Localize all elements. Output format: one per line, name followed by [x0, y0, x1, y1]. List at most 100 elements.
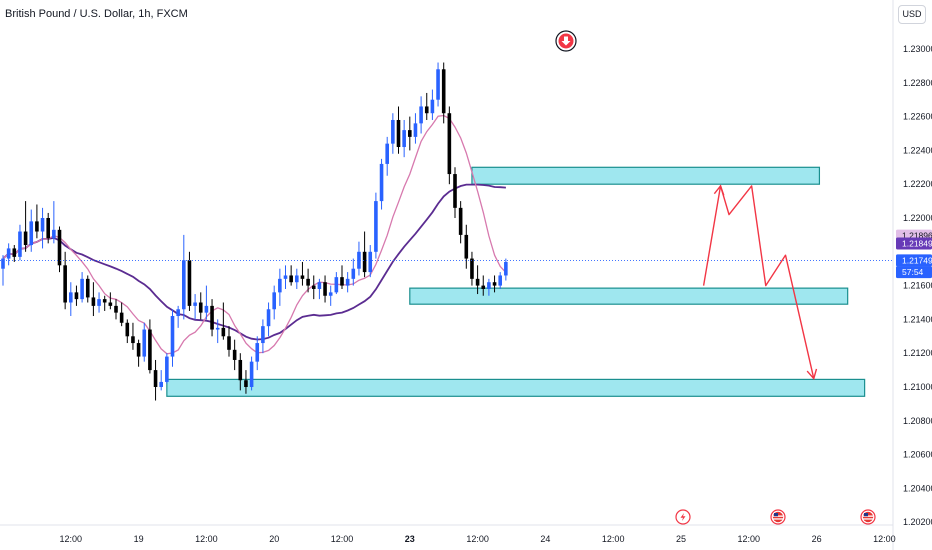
- candle: [69, 282, 73, 317]
- candle-body: [470, 258, 474, 279]
- price-tick-label: 1.22000: [903, 213, 932, 223]
- candle: [413, 113, 418, 144]
- candle: [334, 272, 339, 295]
- candle-body: [142, 329, 147, 357]
- candle: [351, 258, 356, 286]
- candle-body: [385, 143, 389, 164]
- candle-body: [492, 282, 497, 286]
- candle-body: [18, 231, 22, 257]
- candle: [97, 292, 101, 313]
- candle: [306, 268, 310, 293]
- candle: [210, 299, 214, 337]
- candle-body: [6, 248, 11, 259]
- candle: [159, 370, 163, 391]
- candle: [498, 272, 502, 289]
- price-tick-label: 1.20600: [903, 450, 932, 460]
- projection-layer: [702, 184, 818, 380]
- candle-body: [23, 231, 28, 246]
- candle: [238, 353, 243, 391]
- middle-support-zone: [409, 287, 849, 305]
- candle-body: [221, 327, 226, 337]
- candle: [266, 302, 271, 337]
- flash-event-icon[interactable]: [675, 509, 691, 525]
- price-axis[interactable]: 1.23000 1.22800 1.22600 1.22400 1.22200 1.220…: [903, 44, 932, 527]
- time-tick-label: 23: [405, 534, 415, 544]
- candle: [193, 294, 197, 320]
- time-axis[interactable]: 12:00 19 12:00 20 12:00 23 12:00 24 12:00 25 12:00…: [60, 534, 896, 544]
- candle: [80, 272, 84, 303]
- candle: [29, 209, 34, 252]
- candle-body: [255, 343, 260, 362]
- price-tick-label: 1.21600: [903, 281, 932, 291]
- currency-selector[interactable]: USD: [898, 5, 926, 24]
- candle: [362, 231, 367, 278]
- candle-body: [436, 69, 440, 100]
- us-flag-event-icon[interactable]: [770, 509, 786, 525]
- candle: [18, 224, 22, 261]
- price-tick-label: 1.23000: [903, 44, 932, 54]
- candle-body: [136, 343, 141, 357]
- candle-body: [187, 260, 192, 306]
- sell-signal-icon[interactable]: [555, 30, 577, 52]
- candle-body: [300, 275, 305, 279]
- candle-body: [295, 275, 299, 283]
- candle: [23, 201, 28, 252]
- candle-body: [131, 336, 135, 344]
- candle: [492, 275, 497, 293]
- candle: [227, 326, 231, 357]
- candle: [278, 268, 282, 306]
- candle: [40, 207, 45, 249]
- candle: [85, 275, 90, 303]
- candle-body: [102, 299, 107, 303]
- candle-body: [227, 336, 231, 350]
- candle-body: [323, 282, 327, 296]
- candle-body: [441, 69, 446, 114]
- time-tick-label: 26: [812, 534, 822, 544]
- price-tick-label: 1.20400: [903, 483, 932, 493]
- candle: [447, 106, 452, 185]
- candle-body: [481, 285, 486, 289]
- time-tick-label: 12:00: [466, 534, 489, 544]
- candle: [232, 339, 237, 371]
- price-tag-label: 57:54: [902, 267, 924, 277]
- candle: [391, 113, 395, 154]
- candle-body: [12, 248, 17, 257]
- candle: [153, 359, 158, 401]
- time-tick-label: 12:00: [738, 534, 761, 544]
- us-flag-event-icon[interactable]: [860, 509, 876, 525]
- fast-moving-average-line: [2, 114, 507, 355]
- candle: [323, 275, 327, 303]
- candle: [198, 292, 203, 320]
- candle-body: [210, 305, 214, 330]
- candle-body: [193, 302, 197, 306]
- candle-body: [57, 229, 62, 266]
- candle: [74, 285, 79, 306]
- candle: [170, 309, 175, 367]
- candle-body: [362, 251, 367, 273]
- candle-body: [430, 99, 435, 114]
- candle-body: [204, 305, 209, 313]
- candle-body: [182, 260, 186, 310]
- candle: [328, 285, 333, 306]
- candle-body: [40, 218, 45, 232]
- candle: [481, 275, 486, 296]
- price-tick-label: 1.20200: [903, 517, 932, 527]
- candle: [165, 353, 169, 384]
- candle-body: [153, 370, 158, 387]
- time-tick-label: 25: [676, 534, 686, 544]
- candle-body: [238, 359, 243, 381]
- candle-body: [402, 130, 406, 148]
- candle-body: [108, 302, 113, 306]
- candle-body: [215, 327, 220, 330]
- zones-layer: [166, 166, 866, 397]
- candle: [249, 356, 254, 391]
- candle-body: [35, 221, 39, 232]
- candle: [1, 255, 5, 286]
- candle: [458, 201, 463, 244]
- candle: [311, 275, 316, 300]
- price-tag: 57:54: [896, 266, 932, 279]
- candle-body: [487, 282, 491, 289]
- moving-averages-layer: [2, 114, 507, 355]
- price-tag: 1.21849: [896, 237, 932, 250]
